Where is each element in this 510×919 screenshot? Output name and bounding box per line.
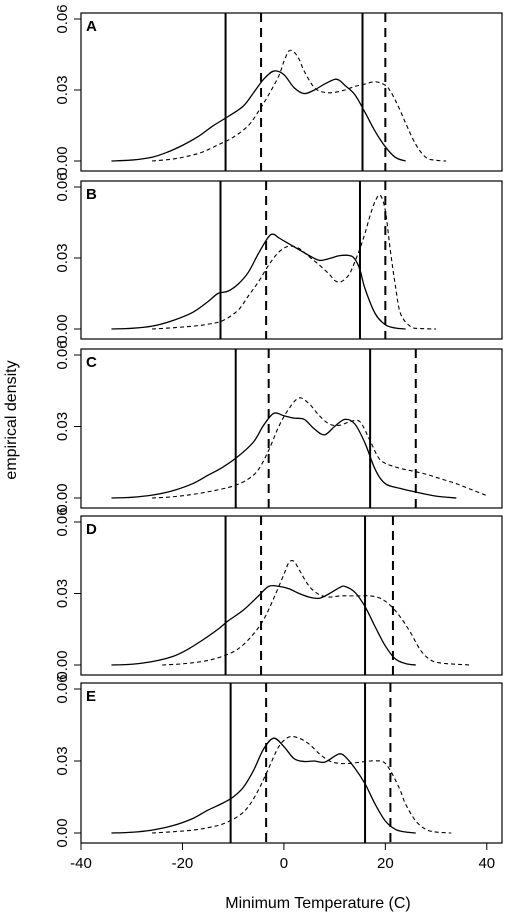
panel-label: B (86, 186, 97, 203)
panel-frame (80, 180, 503, 340)
solid-density-curve (111, 737, 416, 834)
y-tick-label: 0.00 (54, 483, 71, 512)
y-axis-label: empirical density (3, 360, 20, 479)
dashed-density-curve (151, 49, 447, 162)
y-tick-label: 0.00 (54, 818, 71, 847)
y-tick-label: 0.03 (54, 412, 71, 441)
dashed-density-curve (162, 560, 472, 666)
panel-c: 0.00 0.03 0.06 C (54, 340, 503, 513)
panel-label: E (86, 688, 96, 705)
y-tick-label: 0.06 (54, 4, 71, 33)
solid-density-curve (111, 584, 416, 666)
panel-a: 0.00 0.03 0.06 A (54, 4, 503, 176)
solid-density-curve (111, 412, 457, 499)
x-axis: -40 -20 0 20 40 (70, 842, 495, 872)
dashed-density-curve (151, 194, 437, 330)
panel-frame (80, 682, 503, 844)
panel-frame (80, 12, 503, 172)
panel-e: 0.00 0.03 0.06 E (54, 674, 503, 848)
x-tick-label: -40 (70, 855, 92, 872)
panel-frame (80, 348, 503, 509)
y-tick-label: 0.03 (54, 746, 71, 775)
y-tick-label: 0.06 (54, 674, 71, 703)
x-axis-label: Minimum Temperature (C) (225, 895, 411, 912)
y-tick-label: 0.00 (54, 650, 71, 679)
y-tick-label: 0.00 (54, 314, 71, 343)
y-tick-label: 0.03 (54, 579, 71, 608)
panel-d: 0.00 0.03 0.06 D (54, 507, 503, 680)
dashed-density-curve (151, 735, 452, 834)
y-tick-label: 0.03 (54, 75, 71, 104)
panel-frame (80, 515, 503, 676)
panel-label: A (86, 18, 97, 35)
x-tick-label: 40 (478, 855, 495, 872)
y-tick-label: 0.00 (54, 146, 71, 175)
dashed-density-curve (151, 397, 487, 499)
y-tick-label: 0.06 (54, 172, 71, 201)
y-tick-label: 0.06 (54, 340, 71, 369)
y-tick-label: 0.03 (54, 243, 71, 272)
y-tick-label: 0.06 (54, 507, 71, 536)
panel-label: C (86, 354, 97, 371)
solid-density-curve (111, 233, 406, 330)
x-tick-label: -20 (172, 855, 194, 872)
panel-b: 0.00 0.03 0.06 B (54, 172, 503, 344)
x-tick-label: 0 (280, 855, 288, 872)
panel-label: D (86, 521, 97, 538)
solid-density-curve (111, 70, 406, 162)
x-tick-label: 20 (377, 855, 394, 872)
